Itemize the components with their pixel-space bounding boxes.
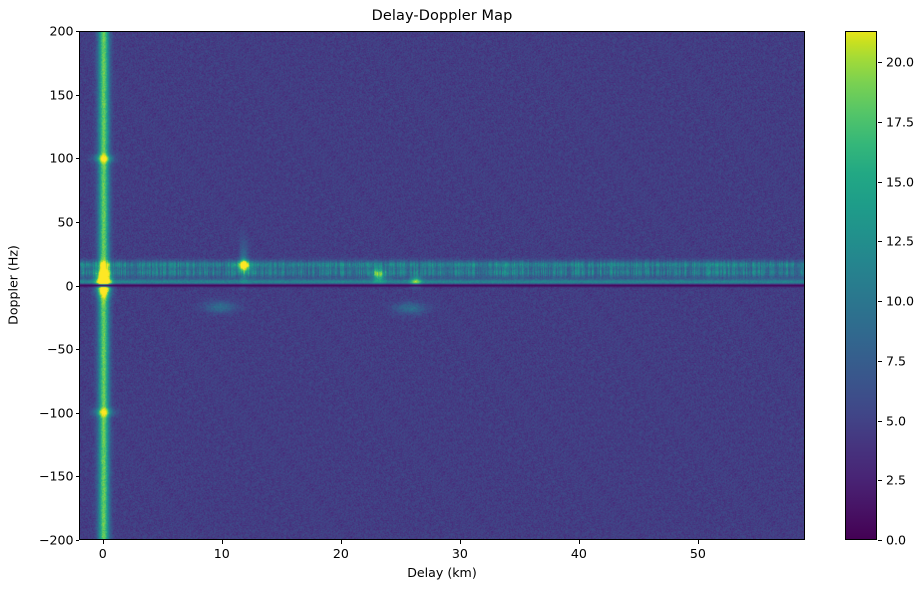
x-axis-tick-label: 40: [570, 546, 587, 561]
y-axis-tick: [75, 285, 79, 287]
y-axis-tick-label: −200: [38, 532, 74, 548]
heatmap-axes: [79, 31, 805, 540]
colorbar-tick: [878, 121, 882, 123]
x-axis-title: Delay (km): [407, 565, 477, 580]
colorbar-tick: [878, 360, 882, 362]
colorbar-tick: [878, 62, 882, 64]
x-axis-tick: [578, 540, 580, 544]
y-axis-tick-label: 150: [49, 87, 74, 103]
colorbar-tick: [878, 301, 882, 303]
y-axis-tick-label: 50: [57, 214, 74, 230]
y-axis-tick: [75, 158, 79, 160]
colorbar-tick: [878, 540, 882, 542]
y-axis-tick-label: −150: [38, 468, 74, 484]
x-axis-tick-label: 50: [689, 546, 706, 561]
y-axis-tick-label: −100: [38, 405, 74, 421]
colorbar-tick-label: 7.5: [886, 353, 907, 369]
colorbar-tick-label: 10.0: [886, 293, 915, 309]
colorbar-tick: [878, 181, 882, 183]
x-axis-tick-label: 30: [451, 546, 468, 561]
y-axis-tick-label: −50: [46, 341, 74, 357]
x-axis-tick: [459, 540, 461, 544]
x-axis-tick: [697, 540, 699, 544]
y-axis-tick: [75, 349, 79, 351]
colorbar: [845, 31, 877, 540]
colorbar-tick: [878, 241, 882, 243]
y-axis-tick: [75, 221, 79, 223]
x-axis-tick: [102, 540, 104, 544]
y-axis-tick: [75, 94, 79, 96]
x-axis-tick: [340, 540, 342, 544]
y-axis-tick: [75, 540, 79, 542]
x-axis-tick: [221, 540, 223, 544]
colorbar-tick: [878, 420, 882, 422]
colorbar-tick-label: 0.0: [886, 532, 907, 548]
x-axis-tick-label: 20: [332, 546, 349, 561]
colorbar-tick-label: 5.0: [886, 413, 907, 429]
x-axis-tick-label: 10: [213, 546, 230, 561]
colorbar-tick-label: 12.5: [886, 233, 915, 249]
colorbar-tick-label: 20.0: [886, 54, 915, 70]
x-axis-tick-label: 0: [98, 546, 107, 561]
chart-title: Delay-Doppler Map: [371, 8, 513, 24]
heatmap-image: [80, 32, 804, 539]
y-axis-tick: [75, 412, 79, 414]
colorbar-tick-label: 15.0: [886, 174, 915, 190]
colorbar-tick: [878, 480, 882, 482]
y-axis-title: Doppler (Hz): [5, 245, 21, 325]
colorbar-tick-label: 17.5: [886, 114, 915, 130]
y-axis-tick-label: 200: [49, 23, 74, 39]
y-axis-tick: [75, 31, 79, 33]
y-axis-tick: [75, 476, 79, 478]
y-axis-tick-label: 100: [49, 150, 74, 166]
y-axis-tick-label: 0: [65, 278, 74, 293]
colorbar-tick-label: 2.5: [886, 472, 907, 488]
